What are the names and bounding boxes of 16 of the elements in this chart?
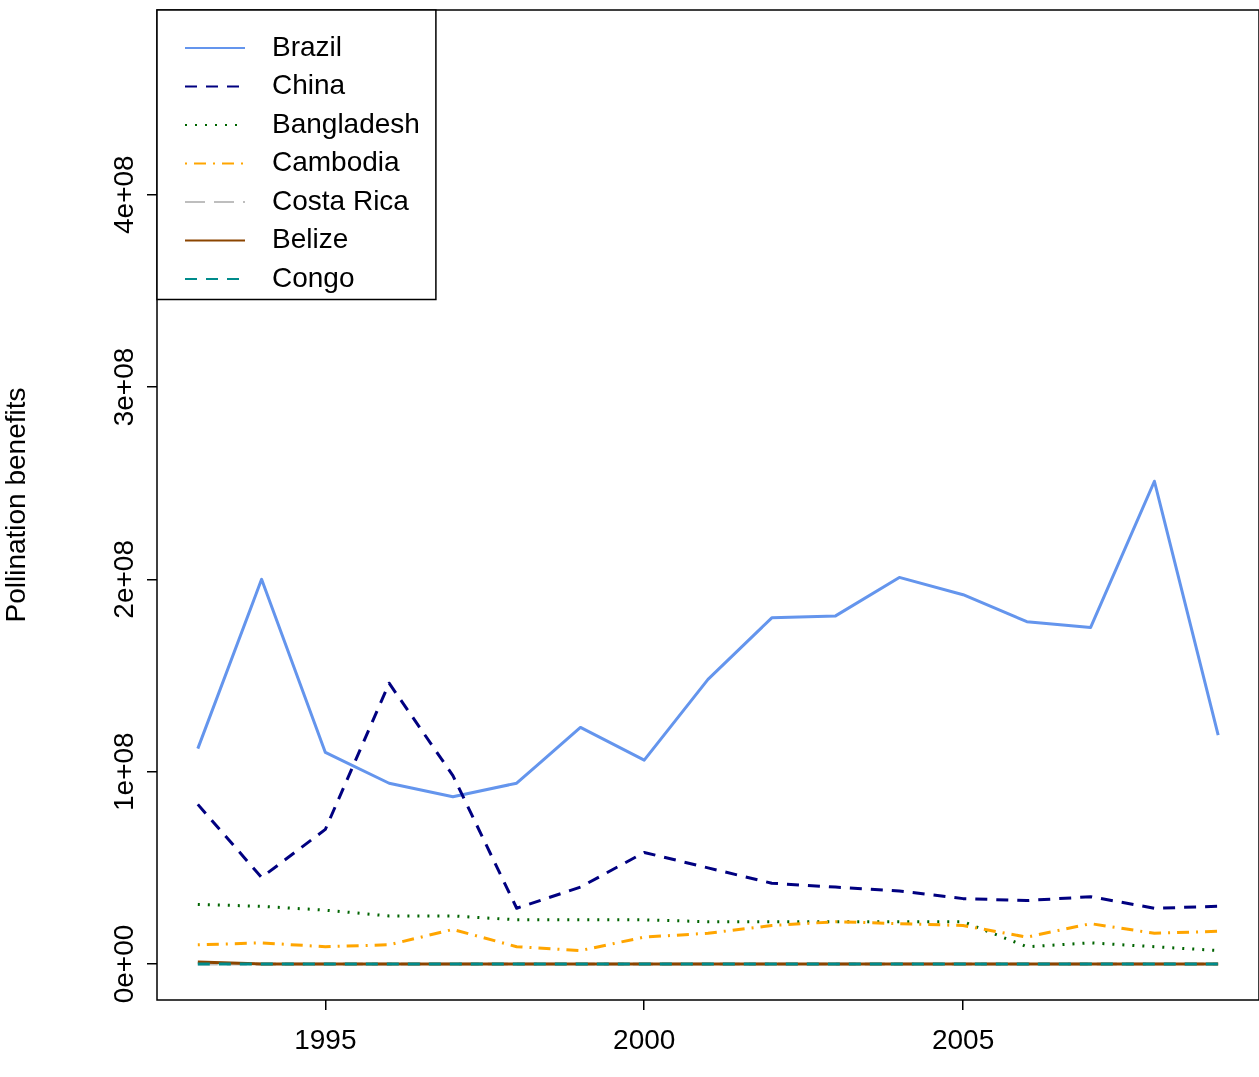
x-tick-label: 2005	[931, 1023, 995, 1055]
legend-label: Bangladesh	[272, 107, 420, 139]
x-tick-label: 1995	[294, 1023, 357, 1055]
legend-label: Congo	[272, 261, 355, 293]
legend-label: Brazil	[272, 30, 343, 62]
x-tick-label: 2000	[613, 1023, 676, 1055]
legend-label: China	[272, 69, 346, 101]
legend-label: Belize	[272, 223, 349, 255]
legend-label: Costa Rica	[272, 184, 410, 216]
y-axis-title: Pollination benefits	[0, 387, 31, 623]
legend-label: Cambodia	[272, 146, 401, 178]
y-tick-label: 1e+08	[107, 732, 139, 812]
y-tick-label: 3e+08	[107, 347, 139, 427]
y-tick-label: 0e+00	[107, 924, 139, 1004]
y-tick-label: 2e+08	[107, 540, 139, 619]
y-tick-label: 4e+08	[107, 155, 139, 234]
